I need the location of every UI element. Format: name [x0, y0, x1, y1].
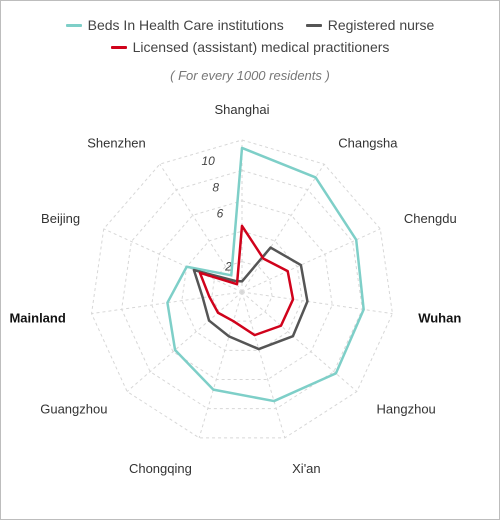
- category-label: Shanghai: [215, 102, 270, 117]
- category-label: Mainland: [9, 310, 65, 325]
- legend-swatch-beds: [65, 23, 82, 27]
- legend-label-practitioners: Licensed (assistant) medical practitione…: [132, 39, 390, 55]
- legend-item-nurse[interactable]: Registered nurse: [305, 17, 435, 33]
- grid-ring-3: [151, 200, 333, 381]
- grid-spoke-7: [126, 291, 243, 392]
- grid-spoke-10: [159, 163, 243, 293]
- grid-spoke-1: [241, 163, 325, 293]
- legend-item-practitioners[interactable]: Licensed (assistant) medical practitione…: [110, 39, 390, 55]
- radial-tick-label: 6: [217, 207, 224, 221]
- series-line-0: [166, 146, 365, 403]
- legend: Beds In Health Care institutions Registe…: [0, 14, 500, 58]
- category-label: Shenzhen: [87, 135, 146, 150]
- legend-label-nurse: Registered nurse: [327, 17, 435, 33]
- grid-spoke-5: [241, 291, 286, 438]
- legend-label-beds: Beds In Health Care institutions: [87, 17, 284, 33]
- grid-ring-5: [91, 139, 393, 439]
- grid-spoke-9: [103, 228, 243, 293]
- legend-swatch-nurse: [305, 23, 322, 27]
- radial-tick-label: 2: [224, 260, 232, 274]
- series-line-2: [198, 224, 295, 337]
- grid-spoke-3: [241, 291, 393, 315]
- category-label: Guangzhou: [40, 402, 107, 417]
- chart-subtitle: ( For every 1000 residents ): [170, 68, 330, 83]
- category-label: Wuhan: [418, 310, 461, 325]
- grid-ring-2: [181, 230, 303, 351]
- legend-item-beds[interactable]: Beds In Health Care institutions: [65, 17, 284, 33]
- category-label: Xi'an: [292, 461, 321, 476]
- category-label: Beijing: [41, 211, 80, 226]
- legend-swatch-practitioners: [110, 45, 127, 49]
- category-label: Chongqing: [129, 461, 192, 476]
- category-label: Chengdu: [404, 211, 457, 226]
- radial-tick-label: 10: [201, 154, 215, 168]
- radial-tick-label: 8: [212, 180, 219, 194]
- grid-spoke-4: [241, 291, 358, 392]
- grid-spoke-8: [91, 291, 243, 315]
- grid-spoke-6: [198, 291, 243, 438]
- category-label: Hangzhou: [377, 402, 436, 417]
- category-label: Changsha: [338, 135, 398, 150]
